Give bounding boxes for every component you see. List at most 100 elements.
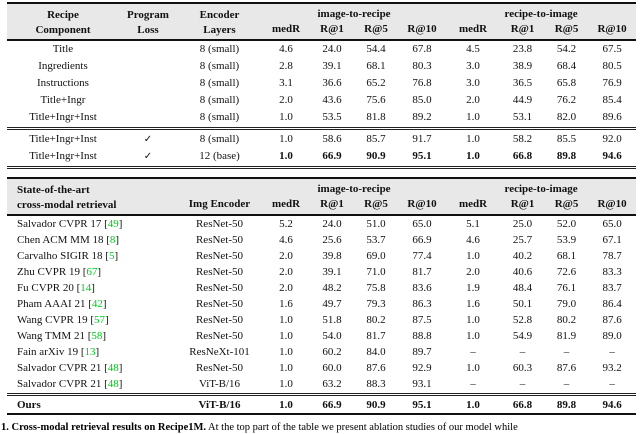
table-row: Zhu CVPR 19 [67] ResNet-50 2.0 39.1 71.0 81.7… xyxy=(7,264,636,280)
layers-cell: 8 (small) xyxy=(199,60,240,72)
metric-cell: 23.8 xyxy=(512,43,533,55)
metric-cell: 1.0 xyxy=(466,111,480,123)
ablation-table-body: Title 8 (small) 4.6 24.0 54.4 67.8 4.5 23.8 54.2… xyxy=(7,40,637,170)
metric-cell: 1.0 xyxy=(279,111,293,123)
encoder-cell: ViT-B/16 xyxy=(198,399,241,411)
method-cell: Zhu CVPR 19 [67] xyxy=(7,264,177,280)
method-label: Fain arXiv 19 [ xyxy=(17,346,85,358)
metric-cell: 1.0 xyxy=(466,250,480,262)
metric-cell: 1.0 xyxy=(279,150,293,162)
method-cell: Salvador CVPR 17 [49] xyxy=(7,215,177,232)
column-header-r1: R@1 xyxy=(320,198,344,210)
table-row: Title+Ingr+Inst 8 (small) 1.0 53.5 81.8 89.2 1… xyxy=(7,109,636,126)
metric-cell: 2.0 xyxy=(279,266,293,278)
metric-cell: 83.6 xyxy=(412,282,432,294)
citation-link[interactable]: 57 xyxy=(94,314,106,326)
column-header-recipe-component: Recipe Component xyxy=(7,3,119,40)
citation-link[interactable]: 13 xyxy=(84,346,96,358)
sota-table-header: State-of-the-art cross-modal retrieval I… xyxy=(7,178,637,215)
citation-link[interactable]: 42 xyxy=(91,298,103,310)
group-header-recipe-to-image: recipe-to-image xyxy=(504,183,578,195)
metric-cell: 84.0 xyxy=(366,346,386,358)
citation-link[interactable]: 48 xyxy=(107,378,119,390)
encoder-cell: ResNet-50 xyxy=(195,234,244,246)
group-header-image-to-recipe: image-to-recipe xyxy=(317,183,391,195)
metric-cell: 87.6 xyxy=(366,362,386,374)
metric-cell: 54.0 xyxy=(322,330,342,342)
table-separator xyxy=(7,165,637,170)
column-header-img-encoder: Img Encoder xyxy=(188,198,251,210)
metric-cell: 85.7 xyxy=(366,133,386,145)
caption-rest: At the top part of the table we present … xyxy=(206,422,518,433)
metric-cell: 60.2 xyxy=(322,346,342,358)
component-cell: Title+Ingr+Inst xyxy=(29,111,97,123)
encoder-cell: ResNet-50 xyxy=(195,298,244,310)
metric-cell: 89.2 xyxy=(412,111,432,123)
header-line: Encoder xyxy=(199,8,240,21)
method-label: Pham AAAI 21 [ xyxy=(17,298,92,310)
metric-cell: 90.9 xyxy=(366,399,386,411)
citation-link[interactable]: 14 xyxy=(80,282,92,294)
method-cell: Fain arXiv 19 [13] xyxy=(7,344,177,360)
citation-link[interactable]: 49 xyxy=(107,218,119,230)
metric-cell: 36.5 xyxy=(512,77,533,89)
metric-cell: – xyxy=(563,378,570,390)
method-cell: Chen ACM MM 18 [8] xyxy=(7,232,177,248)
metric-cell: 2.0 xyxy=(279,94,293,106)
metric-cell: 24.0 xyxy=(322,43,342,55)
encoder-cell: ResNet-50 xyxy=(195,250,244,262)
column-header-r10: R@10 xyxy=(407,23,437,35)
metric-cell: 76.1 xyxy=(556,282,577,294)
table-row: Ours ViT-B/16 1.0 66.9 90.9 95.1 1.0 66.8 89.8 94… xyxy=(7,397,636,414)
metric-cell: – xyxy=(470,346,476,358)
metric-cell: 40.2 xyxy=(512,250,533,262)
metric-cell: 85.0 xyxy=(412,94,432,106)
ablation-table: Recipe Component Program Loss Encoder La… xyxy=(7,2,637,170)
metric-cell: 68.1 xyxy=(366,60,386,72)
citation-link[interactable]: 8 xyxy=(109,234,116,246)
citation-bracket: ] xyxy=(115,234,120,246)
metric-cell: 1.0 xyxy=(466,362,480,374)
metric-cell: 1.0 xyxy=(279,346,293,358)
metric-cell: 77.4 xyxy=(412,250,432,262)
metric-cell: 83.7 xyxy=(602,282,622,294)
metric-cell: 44.9 xyxy=(512,94,533,106)
table-row: Instructions 8 (small) 3.1 36.6 65.2 76.8 3.0 3… xyxy=(7,75,636,92)
citation-bracket: ] xyxy=(97,266,102,278)
method-cell: Fu CVPR 20 [14] xyxy=(7,280,177,296)
metric-cell: 78.7 xyxy=(602,250,622,262)
metric-cell: 1.0 xyxy=(466,133,480,145)
metric-cell: 48.2 xyxy=(322,282,342,294)
citation-bracket: ] xyxy=(118,218,123,230)
metric-cell: 71.0 xyxy=(366,266,386,278)
metric-cell: 4.5 xyxy=(466,43,480,55)
metric-cell: 2.8 xyxy=(279,60,293,72)
metric-cell: 54.9 xyxy=(512,330,533,342)
metric-cell: 86.4 xyxy=(602,298,622,310)
column-header-medr: medR xyxy=(271,23,301,35)
citation-bracket: ] xyxy=(102,330,107,342)
loss-checkmark-cell: ✓ xyxy=(143,134,153,145)
citation-link[interactable]: 5 xyxy=(108,250,115,262)
metric-cell: 3.1 xyxy=(279,77,293,89)
metric-cell: 82.0 xyxy=(556,111,577,123)
metric-cell: 60.0 xyxy=(322,362,342,374)
citation-link[interactable]: 48 xyxy=(107,362,119,374)
table-row: Title+Ingr+Inst ✓ 12 (base) 1.0 66.9 90.9 95.1… xyxy=(7,148,636,165)
loss-checkmark-cell xyxy=(119,92,177,109)
encoder-cell: ResNet-50 xyxy=(195,330,244,342)
layers-cell: 8 (small) xyxy=(199,77,240,89)
citation-link[interactable]: 67 xyxy=(86,266,98,278)
metric-cell: 92.9 xyxy=(412,362,432,374)
metric-cell: 53.1 xyxy=(512,111,533,123)
metric-cell: 52.0 xyxy=(556,218,577,230)
header-line: Program xyxy=(127,8,169,21)
column-header-r10: R@10 xyxy=(407,198,437,210)
encoder-cell: ResNet-50 xyxy=(195,314,244,326)
column-header-r1: R@1 xyxy=(320,23,344,35)
sota-table-body: Salvador CVPR 17 [49] ResNet-50 5.2 24.0 51.… xyxy=(7,215,637,414)
citation-link[interactable]: 58 xyxy=(91,330,103,342)
method-label: Carvalho SIGIR 18 [ xyxy=(17,250,109,262)
encoder-cell: ResNet-50 xyxy=(195,266,244,278)
metric-cell: 87.6 xyxy=(556,362,577,374)
